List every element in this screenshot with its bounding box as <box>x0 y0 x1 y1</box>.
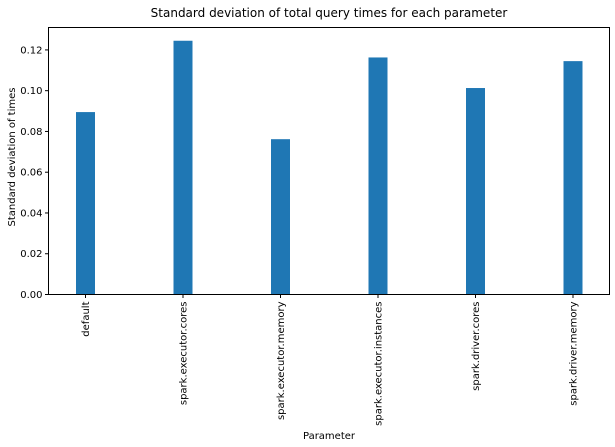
y-tick-label: 0.08 <box>20 127 42 138</box>
x-tick-label: spark.executor.memory <box>276 301 287 420</box>
bars-layer <box>76 40 583 295</box>
bar-spark-executor-memory <box>271 139 290 295</box>
bar-default <box>76 112 95 295</box>
x-tick-label: spark.executor.instances <box>374 302 385 426</box>
x-axis-ticks: default spark.executor.cores spark.executo… <box>81 294 580 426</box>
bar-spark-executor-instances <box>368 57 388 295</box>
y-tick-label: 0.06 <box>20 168 42 179</box>
y-axis-label: Standard deviation of times <box>7 88 18 227</box>
x-tick-label: spark.driver.cores <box>471 302 482 391</box>
y-tick-label: 0.00 <box>20 290 42 301</box>
bar-spark-driver-cores <box>466 88 485 295</box>
x-axis-label: Parameter <box>303 431 356 442</box>
plot-area-frame <box>48 27 610 295</box>
bar-spark-driver-memory <box>563 61 583 295</box>
y-tick-label: 0.04 <box>20 208 42 219</box>
bar-spark-executor-cores <box>173 40 193 295</box>
y-tick-label: 0.12 <box>20 45 42 56</box>
x-tick-label: spark.driver.memory <box>569 301 580 405</box>
y-axis-ticks: 0.00 0.02 0.04 0.06 0.08 0.10 0.12 <box>20 45 49 301</box>
x-tick-label: default <box>81 301 92 336</box>
y-tick-label: 0.10 <box>20 86 42 97</box>
y-tick-label: 0.02 <box>20 249 42 260</box>
x-tick-label: spark.executor.cores <box>179 302 190 406</box>
chart-title: Standard deviation of total query times … <box>151 6 508 20</box>
